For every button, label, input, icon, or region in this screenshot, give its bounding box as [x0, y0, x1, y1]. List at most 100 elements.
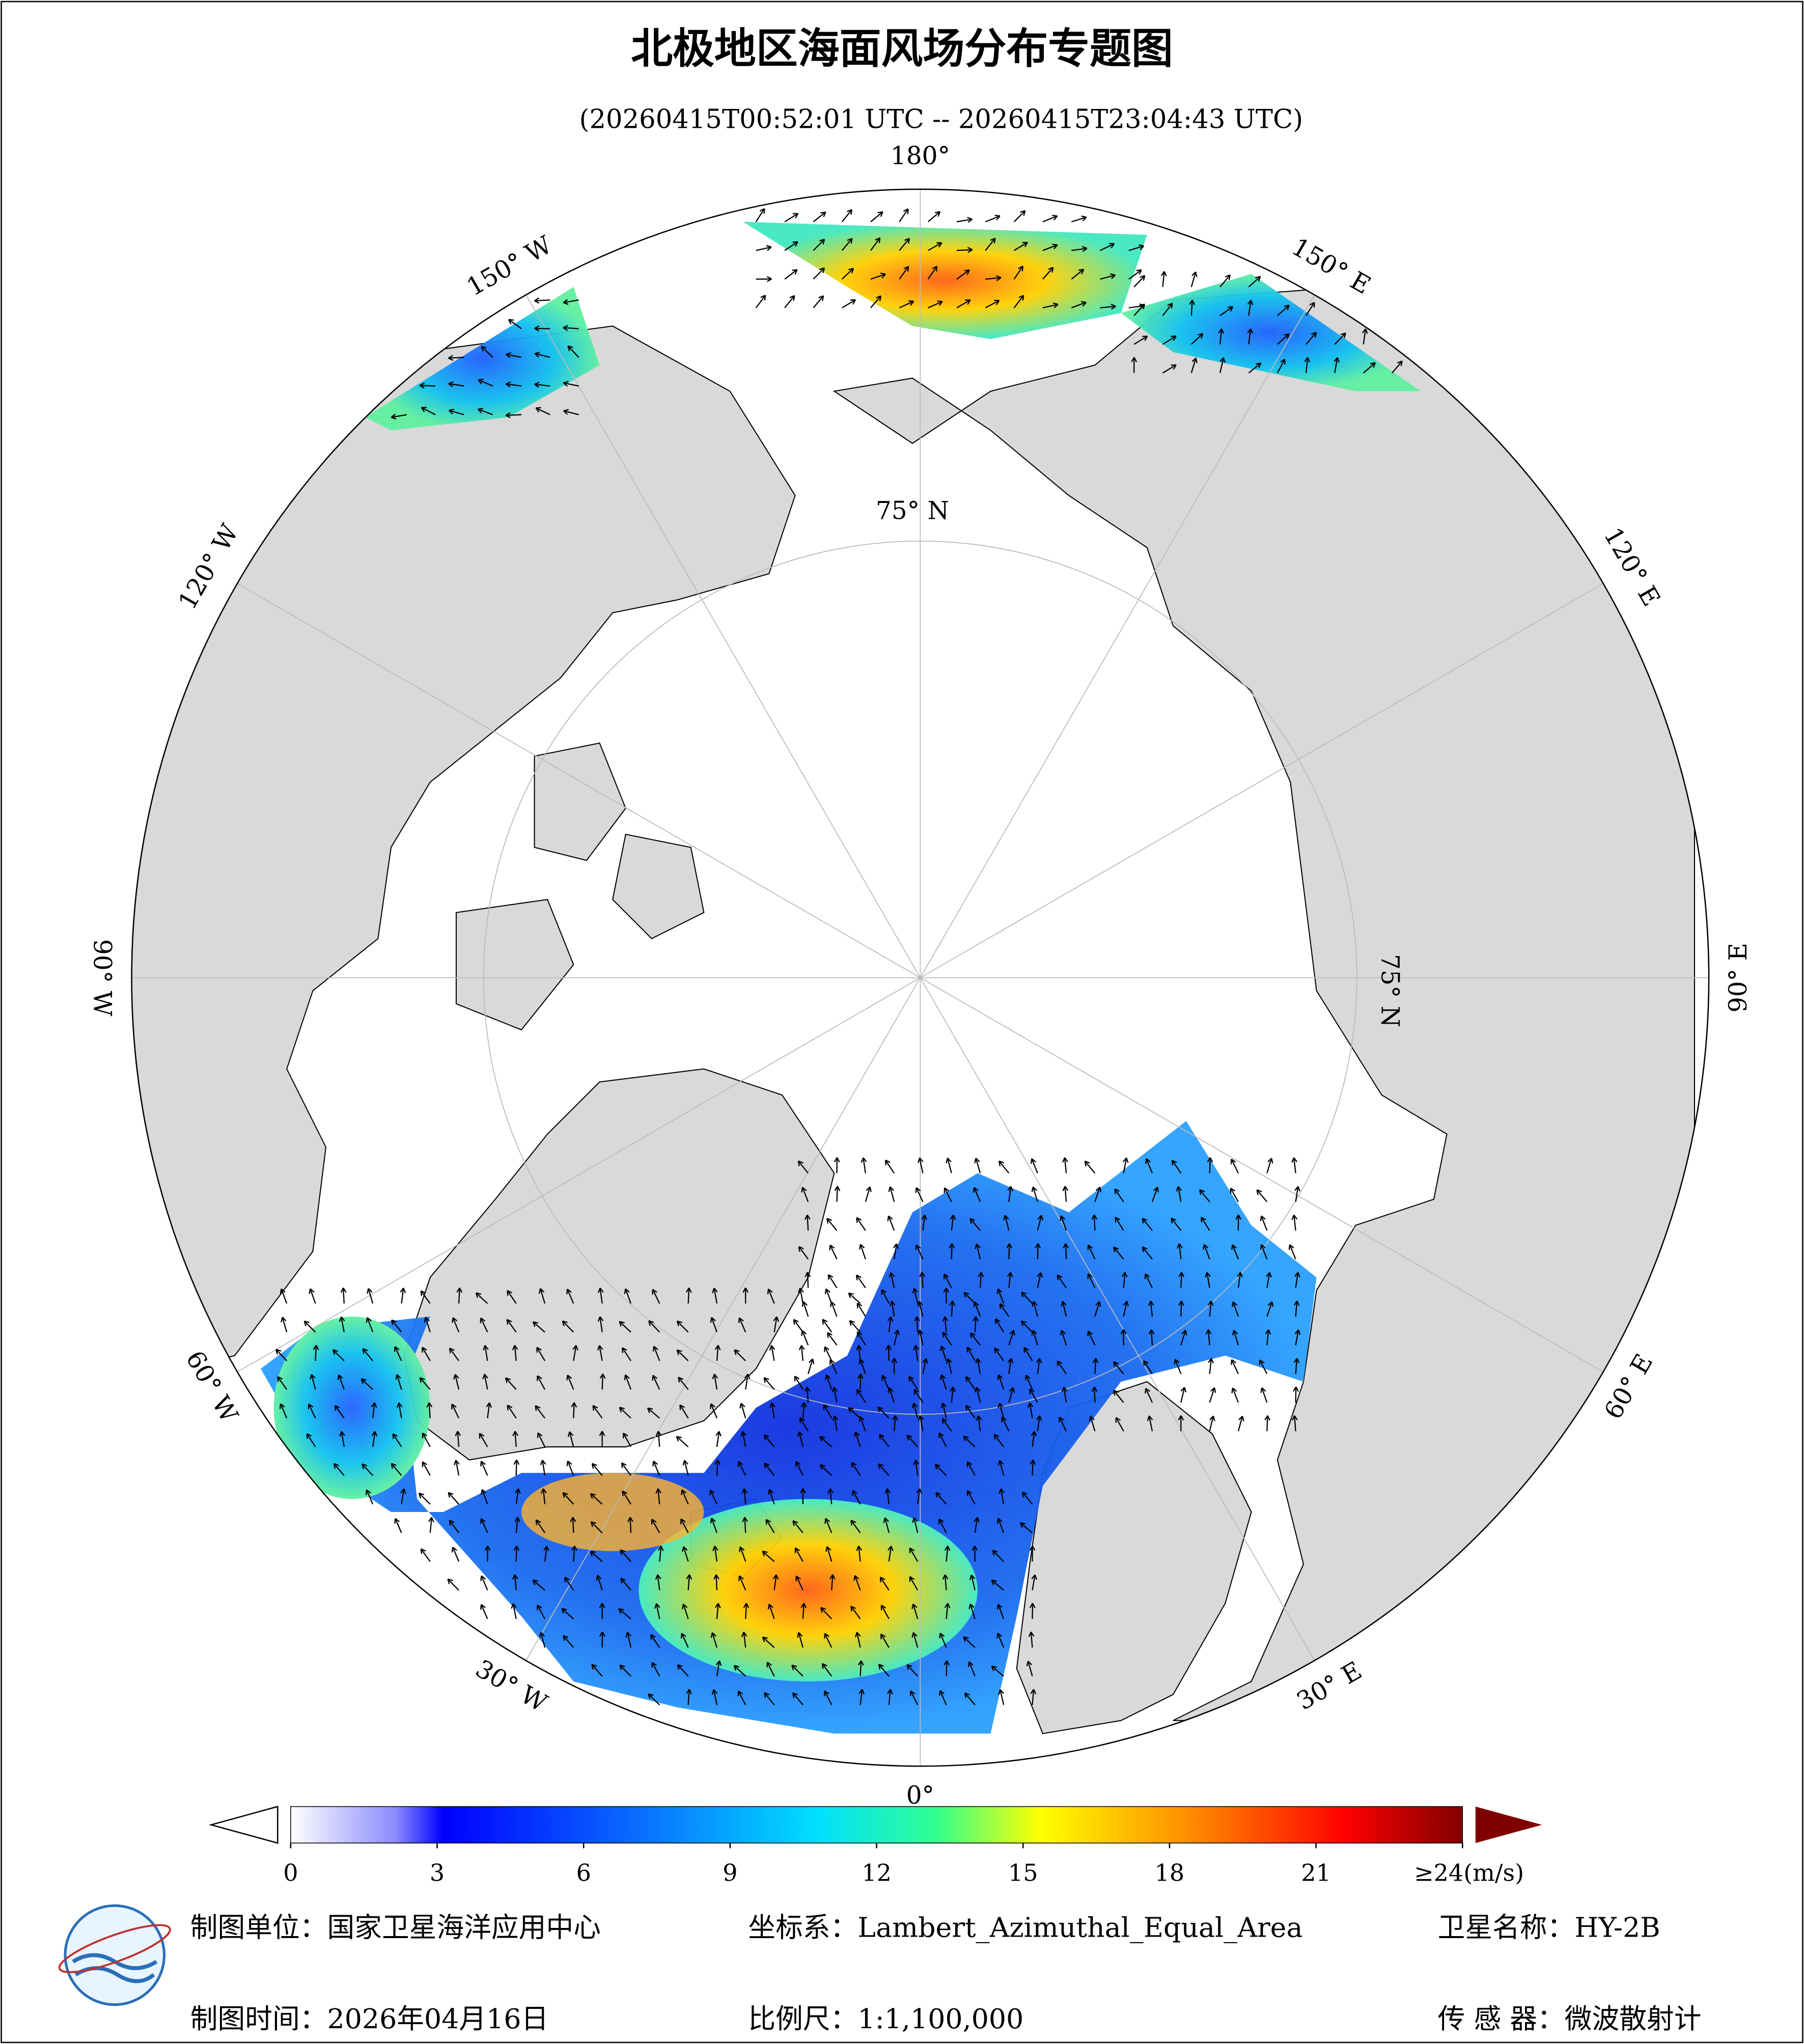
wind-arrow-head: [766, 1662, 772, 1668]
wind-arrow-head: [451, 1404, 457, 1410]
wind-arrow: [573, 1546, 575, 1562]
wind-arrow: [1088, 1245, 1096, 1259]
wind-arrow: [985, 300, 1000, 309]
wind-arrow-head: [1142, 1218, 1148, 1224]
wind-arrow: [481, 1604, 488, 1619]
wind-arrow-head: [965, 299, 971, 305]
wind-arrow: [657, 1489, 660, 1504]
wind-arrow: [793, 1319, 803, 1333]
wind-arrow-head: [1052, 214, 1058, 220]
wind-arrow: [481, 346, 493, 358]
wind-arrow: [567, 1461, 574, 1476]
wind-arrow-head: [1260, 1244, 1266, 1250]
wind-arrow: [951, 1301, 953, 1317]
wind-arrow: [1128, 305, 1145, 309]
wind-arrow-head: [973, 1301, 979, 1307]
wind-arrow: [627, 1632, 632, 1648]
wind-arrow: [917, 1489, 921, 1504]
wind-arrow-head: [1267, 1301, 1274, 1307]
wind-arrow-head: [507, 1405, 513, 1411]
wind-arrow-head: [963, 1292, 969, 1298]
wind-arrow: [756, 246, 771, 251]
wind-arrow: [648, 1320, 660, 1333]
wind-arrow: [505, 1377, 517, 1390]
wind-arrow-head: [789, 295, 795, 301]
wind-arrow: [939, 1690, 947, 1705]
wind-arrow: [734, 1665, 746, 1677]
wind-arrow-head: [710, 1317, 716, 1323]
wind-arrow-head: [1022, 242, 1028, 247]
wind-arrow: [878, 1463, 890, 1476]
wind-arrow-head: [512, 1431, 519, 1437]
wind-arrow-head: [1143, 1360, 1149, 1366]
wind-arrow-head: [799, 1488, 806, 1494]
wind-arrow: [676, 1349, 689, 1361]
wind-arrow: [910, 1690, 919, 1705]
wind-arrow: [620, 1578, 631, 1591]
wind-arrow: [965, 1376, 976, 1390]
wind-arrow: [878, 1664, 890, 1677]
wind-arrow: [1128, 269, 1142, 280]
wind-arrow: [798, 1160, 809, 1174]
colorbar-tick-label: 15: [1008, 1859, 1038, 1887]
wind-arrow: [533, 1321, 545, 1333]
wind-arrow-head: [712, 1287, 718, 1294]
wind-arrow: [915, 1460, 919, 1476]
wind-arrow-head: [967, 1661, 974, 1667]
wind-arrow: [799, 1417, 809, 1432]
wind-arrow: [801, 1330, 809, 1346]
wind-arrow-head: [996, 1632, 1003, 1639]
wind-arrow-head: [1148, 1300, 1154, 1306]
wind-arrow-head: [739, 1403, 745, 1409]
colorbar-tick-label: 9: [723, 1859, 737, 1887]
wind-arrow-head: [878, 1463, 884, 1469]
wind-arrow-head: [999, 1303, 1005, 1309]
wind-arrow-head: [657, 1546, 664, 1551]
wind-arrow: [599, 1317, 603, 1332]
wind-arrow-head: [1231, 1244, 1237, 1250]
wind-arrow: [1230, 1188, 1239, 1202]
wind-arrow: [647, 1407, 660, 1419]
wind-arrow-head: [506, 1319, 512, 1325]
wind-arrow: [824, 1690, 832, 1705]
wind-arrow: [798, 1246, 809, 1260]
wind-arrow: [848, 1293, 861, 1304]
wind-arrow: [784, 241, 798, 251]
wind-arrow-head: [532, 1321, 539, 1327]
wind-arrow: [768, 1489, 775, 1505]
wind-arrow-head: [448, 355, 454, 361]
wind-arrow: [448, 356, 464, 359]
wind-arrow-head: [767, 1604, 773, 1610]
wind-arrow: [794, 1547, 803, 1562]
wind-arrow-head: [994, 1348, 1000, 1354]
wind-arrow-head: [451, 1547, 457, 1553]
wind-arrow: [820, 1607, 832, 1619]
wind-arrow-head: [738, 1461, 743, 1467]
wind-arrow: [1032, 1187, 1038, 1202]
wind-arrow-head: [829, 1244, 835, 1250]
wind-arrow: [970, 1575, 976, 1590]
wind-arrow-head: [906, 1664, 912, 1670]
wind-arrow-head: [940, 1403, 947, 1409]
wind-arrow: [1100, 305, 1116, 309]
wind-arrow-head: [966, 1347, 973, 1353]
wind-arrow-head: [894, 1329, 900, 1335]
colorbar-tick-label: ≥24(m/s): [1414, 1859, 1524, 1887]
wind-arrow: [859, 1359, 866, 1375]
wind-arrow-head: [1035, 1243, 1041, 1249]
wind-arrow-head: [885, 1345, 892, 1351]
wind-arrow: [784, 213, 798, 222]
wind-arrow: [1057, 1360, 1067, 1375]
wind-arrow: [1180, 1387, 1185, 1403]
wind-arrow-head: [769, 1402, 775, 1408]
wind-arrow-head: [1167, 302, 1173, 309]
wind-arrow-head: [394, 1346, 400, 1352]
wind-arrow: [652, 1375, 660, 1390]
wind-arrow-head: [950, 1214, 956, 1220]
wind-arrow: [420, 1548, 431, 1562]
wind-arrow: [947, 1358, 952, 1374]
map: [131, 189, 1709, 1767]
wind-arrow: [824, 1633, 832, 1648]
wind-arrow: [303, 1321, 316, 1333]
longitude-label: 90° E: [1724, 943, 1753, 1013]
